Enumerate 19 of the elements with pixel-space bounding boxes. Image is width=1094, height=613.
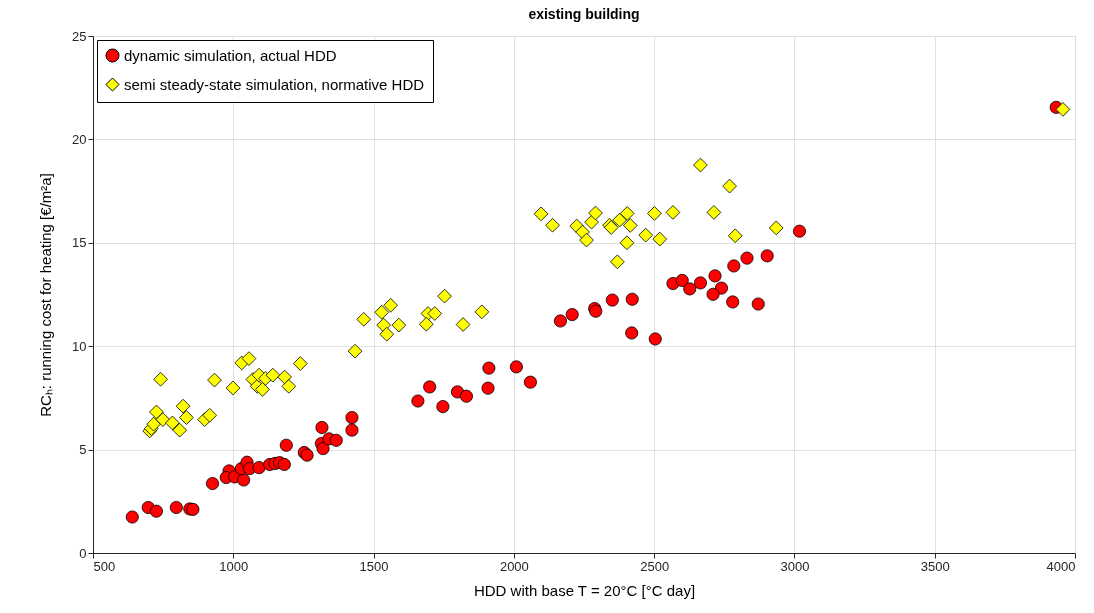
chart-title: existing building	[528, 6, 640, 22]
legend-label: dynamic simulation, actual HDD	[124, 46, 337, 64]
x-axis-title: HDD with base T = 20°C [°C day]	[473, 581, 696, 599]
y-axis-title: RCₕ: running cost for heating [€/m²a]	[37, 173, 55, 417]
legend-label: semi steady-state simulation, normative HDD	[124, 75, 425, 93]
y-tick-label: 25	[72, 28, 87, 44]
x-tick-label: 1000	[219, 558, 249, 574]
x-tick-label: 3000	[780, 558, 810, 574]
y-tick-label: 5	[79, 442, 87, 458]
x-tick-label: 2000	[499, 558, 529, 574]
x-tick-label: 3500	[920, 558, 950, 574]
y-tick-label: 20	[72, 131, 87, 147]
y-tick-label: 10	[72, 338, 87, 354]
y-tick-label: 15	[72, 235, 87, 251]
y-tick-label: 0	[79, 545, 87, 561]
x-tick-label: 1500	[359, 558, 389, 574]
x-tick-label: 2500	[640, 558, 670, 574]
x-tick-label: 4000	[1046, 558, 1076, 574]
x-tick-label: 500	[93, 558, 116, 574]
